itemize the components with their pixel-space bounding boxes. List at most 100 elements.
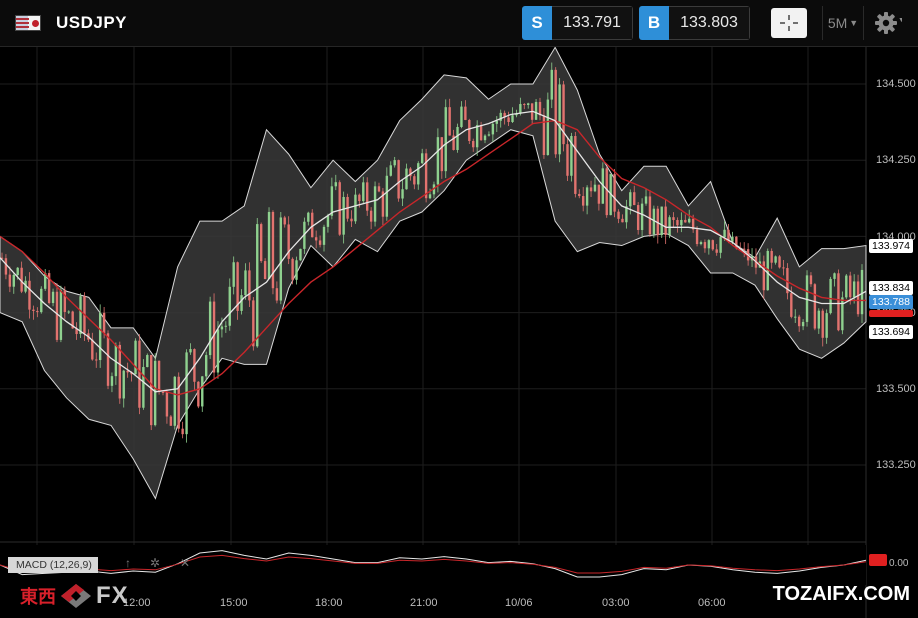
candle-body [546, 99, 550, 156]
lower-band-price-tag: 133.694 [869, 325, 913, 339]
candle-body [464, 106, 467, 120]
sell-quote-button[interactable]: S 133.791 [522, 6, 633, 40]
macd-indicator-label[interactable]: MACD (12,26,9) [8, 557, 98, 573]
candle-body [432, 184, 436, 195]
candle-body [503, 112, 506, 118]
macd-background [0, 545, 866, 585]
gear-icon: ▼ [875, 12, 905, 34]
settings-button[interactable]: ▼ [872, 9, 905, 37]
candle-body [51, 291, 55, 304]
candle-body [98, 312, 102, 361]
candle-body [358, 194, 361, 202]
candle-body [801, 321, 805, 327]
candle-body [723, 229, 726, 238]
candle-body [613, 174, 616, 212]
candle-body [672, 217, 675, 221]
candle-body [114, 344, 118, 377]
candle-body [397, 160, 400, 199]
candle-body [236, 262, 239, 311]
candle-body [566, 144, 569, 176]
candle-body [377, 186, 381, 192]
y-tick-label: 133.500 [876, 383, 916, 395]
candle-body [483, 135, 487, 141]
candle-body [770, 250, 773, 263]
candle-body [0, 257, 4, 259]
candle-body [36, 311, 39, 313]
candle-body [20, 267, 23, 292]
candle-body [369, 210, 373, 222]
moving-average-white-line [0, 110, 867, 393]
candle-body [511, 115, 514, 122]
candle-body [311, 212, 314, 238]
candle-body [703, 242, 707, 249]
buy-quote-button[interactable]: B 133.803 [639, 6, 750, 40]
candle-body [491, 123, 495, 135]
candle-body [829, 278, 832, 314]
candle-body [259, 224, 263, 262]
candle-body [106, 333, 110, 386]
candle-body [593, 184, 597, 192]
candle-body [845, 275, 848, 298]
candle-body [621, 218, 624, 223]
candle-body [413, 176, 416, 185]
candle-body [664, 206, 667, 236]
candle-body [28, 280, 31, 310]
candle-body [420, 153, 424, 164]
sell-price: 133.791 [552, 6, 633, 40]
move-up-icon[interactable]: ↑ [125, 556, 131, 570]
x-tick-label: 12:00 [123, 597, 151, 609]
candle-body [617, 211, 620, 219]
candle-body [558, 84, 561, 155]
us-jp-flag-icon [15, 15, 41, 31]
candle-body [16, 267, 19, 275]
bollinger-band-area [0, 47, 867, 500]
candle-body [63, 290, 67, 312]
interval-dropdown[interactable]: 5M ▼ [822, 6, 864, 40]
candle-body [797, 316, 801, 327]
candle-body [342, 196, 345, 235]
candle-body [656, 208, 659, 236]
candle-body [644, 196, 648, 204]
candle-body [581, 196, 585, 206]
moving-average-lines [0, 110, 867, 396]
candle-body [173, 376, 176, 426]
candle-body [150, 355, 153, 426]
candle-body [134, 340, 137, 375]
candle-body [691, 218, 695, 230]
candle-body [146, 355, 149, 368]
candle-body [79, 296, 82, 335]
candle-body [240, 295, 243, 311]
candle-body [479, 125, 483, 141]
candle-body [719, 237, 722, 253]
macd-zero-label: 0.00 [889, 558, 909, 569]
candle-body [389, 165, 392, 176]
candle-body [55, 291, 59, 340]
candle-body [350, 218, 353, 222]
close-icon[interactable]: ✕ [180, 556, 191, 570]
candle-body [574, 136, 577, 194]
candle-body [32, 309, 35, 312]
price-chart[interactable] [0, 47, 918, 618]
candle-body [507, 117, 510, 122]
macd-panel [0, 545, 867, 585]
candle-body [527, 103, 530, 105]
candle-body [12, 274, 15, 287]
candle-body [283, 217, 286, 225]
crosshair-button[interactable] [771, 8, 807, 38]
macd-value-tag [869, 554, 887, 566]
x-tick-label: 10/06 [505, 597, 533, 609]
gear-icon[interactable]: ✲ [150, 556, 161, 570]
candle-body [267, 211, 271, 280]
candle-body [499, 112, 502, 121]
candle-body [307, 212, 310, 222]
candle-body [256, 224, 259, 347]
candle-body [279, 217, 283, 301]
candle-body [715, 249, 718, 253]
candle-body [625, 206, 628, 223]
candle-body [640, 203, 644, 230]
symbol-title[interactable]: USDJPY [56, 13, 128, 32]
candle-body [417, 163, 420, 185]
candle-body [263, 261, 267, 280]
candle-body [475, 125, 479, 148]
candle-body [688, 218, 691, 223]
